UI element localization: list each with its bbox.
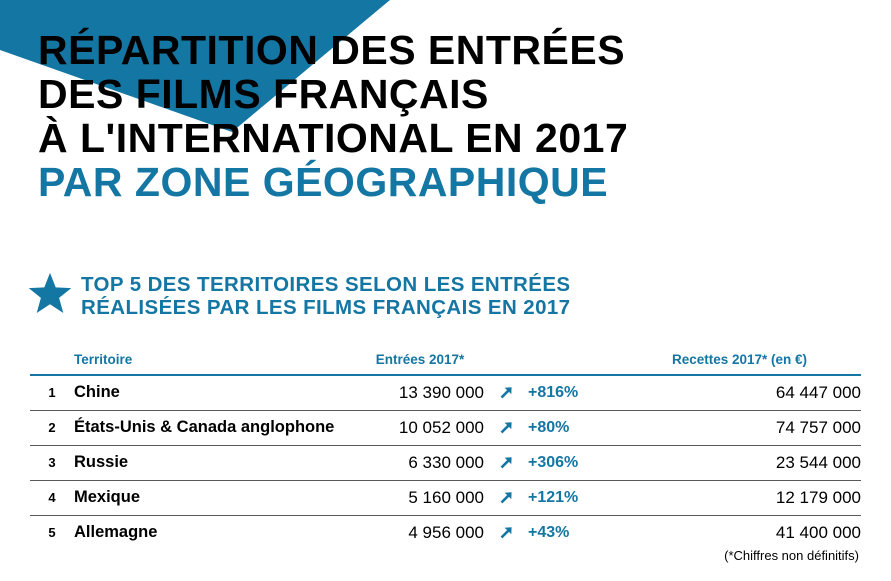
section-heading-text: TOP 5 DES TERRITOIRES SELON LES ENTRÉES … — [81, 273, 570, 319]
trend-cell — [484, 480, 528, 515]
title-line-3: À L'INTERNATIONAL EN 2017 — [38, 115, 629, 161]
cell-territory: Allemagne — [74, 523, 158, 542]
cell-territory: Mexique — [74, 488, 141, 506]
table-row: 5 Allemagne 4 956 000 +43% 41 400 000 — [30, 515, 861, 550]
cell-territory: Russie — [74, 453, 129, 471]
cell-receipts: 41 400 000 — [775, 522, 861, 542]
cell-admissions: 4 956 000 — [408, 522, 484, 542]
column-header-rank — [30, 344, 74, 375]
section-heading: TOP 5 DES TERRITOIRES SELON LES ENTRÉES … — [28, 270, 570, 319]
cell-evolution: +43% — [528, 523, 570, 541]
table-row: 1 Chine 13 390 000 +816% 64 447 000 — [30, 375, 861, 410]
title-line-1: RÉPARTITION DES ENTRÉES — [38, 27, 626, 73]
table-header: Territoire Entrées 2017* Recettes 2017* … — [30, 344, 861, 375]
cell-rank: 5 — [48, 525, 56, 541]
cell-territory: Chine — [74, 383, 120, 402]
arrow-up-right-icon — [496, 454, 516, 471]
section-heading-line-2: RÉALISÉES PAR LES FILMS FRANÇAIS EN 2017 — [81, 296, 571, 319]
arrow-up-right-icon — [496, 489, 516, 506]
column-header-territory: Territoire — [74, 351, 133, 367]
trend-cell — [484, 375, 528, 410]
cell-rank: 2 — [48, 420, 56, 435]
cell-evolution: +816% — [528, 383, 579, 401]
arrow-up-right-icon — [496, 524, 516, 541]
trend-cell — [484, 445, 528, 480]
cell-receipts: 12 179 000 — [775, 487, 861, 507]
cell-evolution: +121% — [528, 488, 579, 506]
cell-receipts: 64 447 000 — [775, 382, 861, 402]
cell-admissions: 10 052 000 — [398, 417, 484, 437]
cell-rank: 3 — [48, 455, 56, 470]
table-row: 3 Russie 6 330 000 +306% 23 544 000 — [30, 445, 861, 480]
cell-receipts: 23 544 000 — [775, 452, 861, 472]
column-header-admissions: Entrées 2017* — [375, 351, 465, 367]
top-territories-table: Territoire Entrées 2017* Recettes 2017* … — [30, 344, 861, 550]
column-header-evolution — [528, 344, 618, 375]
table-header-row: Territoire Entrées 2017* Recettes 2017* … — [30, 344, 861, 375]
cell-admissions: 13 390 000 — [398, 382, 484, 402]
section-heading-line-1: TOP 5 DES TERRITOIRES SELON LES ENTRÉES — [81, 273, 571, 296]
title-line-accent: PAR ZONE GÉOGRAPHIQUE — [38, 159, 609, 205]
cell-evolution: +80% — [528, 418, 570, 436]
table-row: 2 États-Unis & Canada anglophone 10 052 00… — [30, 410, 861, 445]
decorative-blue-polygon — [0, 0, 390, 132]
cell-territory: États-Unis & Canada anglophone — [74, 418, 335, 436]
cell-rank: 4 — [48, 490, 56, 505]
table-body: 1 Chine 13 390 000 +816% 64 447 000 2 États-Un… — [30, 375, 861, 550]
column-header-receipts: Recettes 2017* (en €) — [671, 351, 808, 367]
page-title: RÉPARTITION DES ENTRÉES DES FILMS FRANÇA… — [38, 28, 628, 204]
table-row: 4 Mexique 5 160 000 +121% 12 179 000 — [30, 480, 861, 515]
star-icon — [28, 272, 72, 313]
cell-evolution: +306% — [528, 453, 579, 471]
footnote: (*Chiffres non définitifs) — [724, 548, 859, 563]
arrow-up-right-icon — [496, 419, 516, 436]
column-header-trend — [484, 344, 528, 375]
cell-rank: 1 — [48, 385, 56, 401]
trend-cell — [484, 410, 528, 445]
title-line-2: DES FILMS FRANÇAIS — [38, 71, 489, 117]
arrow-up-right-icon — [496, 384, 516, 401]
trend-cell — [484, 515, 528, 550]
cell-admissions: 6 330 000 — [408, 452, 484, 472]
cell-admissions: 5 160 000 — [408, 487, 484, 507]
cell-receipts: 74 757 000 — [775, 417, 861, 437]
